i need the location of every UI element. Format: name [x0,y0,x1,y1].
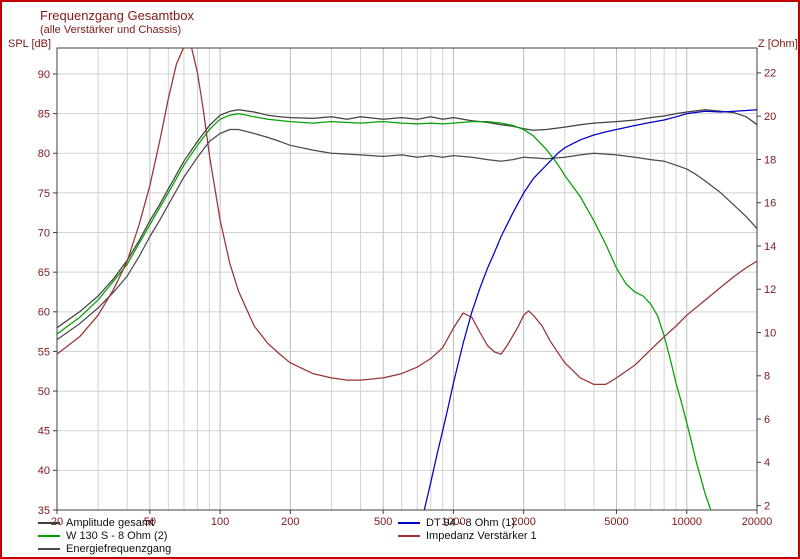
frequency-tick-labels: 20 50 100 200 500 1000 2000 5000 10000 20000 [51,510,772,528]
left-tick-labels: 90 85 80 75 70 65 60 55 50 45 40 35 [38,69,57,517]
frequency-tick-label: 2000 [511,516,535,528]
spl-tick-label: 40 [38,465,50,477]
legend-label: Energiefrequenzgang [66,542,172,555]
frequency-tick-label: 10000 [671,516,702,528]
spl-tick-label: 60 [38,307,50,319]
chart-subtitle: (alle Verstärker und Chassis) [40,24,182,36]
frequency-tick-label: 100 [211,516,229,528]
legend-label: W 130 S - 8 Ohm (2) [66,529,168,542]
frequency-tick-label: 20000 [742,516,773,528]
plot-border [56,47,758,511]
legend-label: Amplitude gesamt [66,516,155,529]
impedance-tick-label: 18 [764,154,776,166]
legend-line-swatch [38,534,60,537]
frequency-tick-label: 200 [281,516,299,528]
impedance-tick-label: 20 [764,111,776,123]
legend-line-swatch [38,547,60,550]
spl-tick-label: 90 [38,69,50,81]
legend: Amplitude gesamt W 130 S - 8 Ohm (2) Energ… [38,516,790,557]
frequency-tick-label: 50 [144,516,156,528]
legend-item: Energiefrequenzgang [38,542,171,555]
spl-tick-label: 80 [38,148,50,160]
spl-tick-label: 85 [38,108,50,120]
right-tick-labels: 22 20 18 16 14 12 10 8 6 4 2 [757,68,776,512]
series-dt-94-8-ohm-1 [423,109,757,510]
spl-tick-label: 65 [38,267,50,279]
impedance-tick-label: 14 [764,241,776,253]
frequency-tick-label: 5000 [604,516,628,528]
legend-line-swatch [398,521,420,524]
legend-item: Amplitude gesamt [38,516,171,529]
impedance-tick-label: 16 [764,198,776,210]
series-amplitude-gesamt [57,109,757,329]
legend-line-swatch [38,521,60,524]
right-axis-label: Z [Ohm] [758,38,798,50]
series-group [57,48,757,510]
legend-item: DT 94 - 8 Ohm (1) [398,516,537,529]
frequency-tick-label: 500 [374,516,392,528]
spl-tick-label: 35 [38,505,50,517]
spl-tick-label: 45 [38,426,50,438]
legend-line-swatch [398,534,420,537]
impedance-tick-label: 22 [764,68,776,80]
series-impedanz-verst-rker-1 [57,48,757,386]
spl-tick-label: 50 [38,386,50,398]
spl-tick-label: 70 [38,227,50,239]
left-axis-label: SPL [dB] [8,38,52,50]
impedance-tick-label: 6 [764,414,770,426]
impedance-tick-label: 4 [764,457,770,469]
spl-tick-label: 75 [38,188,50,200]
impedance-tick-label: 2 [764,500,770,512]
legend-label: DT 94 - 8 Ohm (1) [426,516,516,529]
spl-tick-label: 55 [38,346,50,358]
chart-title: Frequenzgang Gesamtbox [40,8,194,23]
legend-column: DT 94 - 8 Ohm (1) Impedanz Verstärker 1 [398,516,537,542]
impedance-tick-label: 8 [764,371,770,383]
impedance-tick-label: 10 [764,327,776,339]
legend-item: W 130 S - 8 Ohm (2) [38,529,171,542]
legend-column: Amplitude gesamt W 130 S - 8 Ohm (2) Energ… [38,516,171,555]
legend-item: Impedanz Verstärker 1 [398,529,537,542]
frequency-tick-label: 1000 [441,516,465,528]
impedance-tick-label: 12 [764,284,776,296]
series-w-130-s-8-ohm-2 [57,112,712,510]
series-energiefrequenzgang [57,128,757,341]
legend-label: Impedanz Verstärker 1 [426,529,537,542]
